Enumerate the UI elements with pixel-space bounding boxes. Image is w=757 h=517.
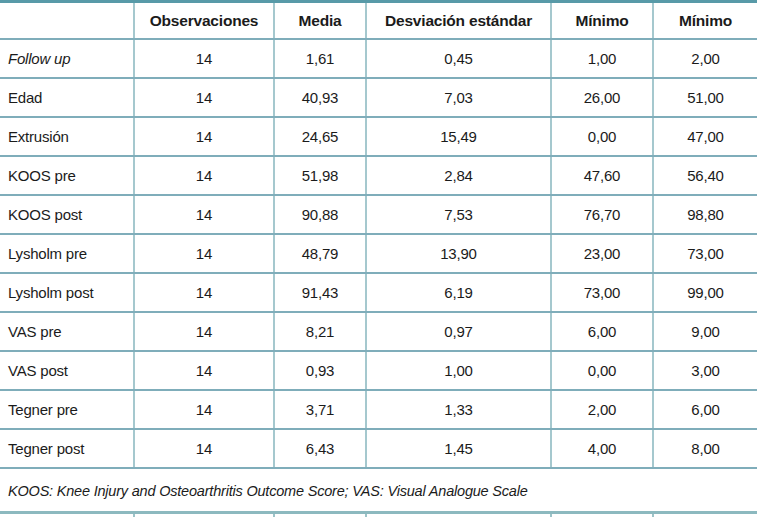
cell: 4,00 [551,429,653,468]
cell: 40,93 [274,78,366,117]
column-header-media: Media [274,2,366,40]
cut-off-next-table-edge [0,511,757,517]
cell: 3,71 [274,390,366,429]
cell: 51,00 [653,78,757,117]
table-row: Follow up 14 1,61 0,45 1,00 2,00 [0,39,757,78]
table-row: VAS pre 14 8,21 0,97 6,00 9,00 [0,312,757,351]
cell: 1,61 [274,39,366,78]
cell: 2,00 [551,390,653,429]
cell: 1,45 [366,429,551,468]
cell: 23,00 [551,234,653,273]
cell: 8,21 [274,312,366,351]
table-row: KOOS post 14 90,88 7,53 76,70 98,80 [0,195,757,234]
table-row: Lysholm pre 14 48,79 13,90 23,00 73,00 [0,234,757,273]
cell: 14 [134,117,274,156]
cell: 9,00 [653,312,757,351]
cell: 2,84 [366,156,551,195]
cell: 91,43 [274,273,366,312]
cell: 8,00 [653,429,757,468]
cell: 14 [134,234,274,273]
cell: 7,03 [366,78,551,117]
cell: 99,00 [653,273,757,312]
cell: 14 [134,312,274,351]
table-row: VAS post 14 0,93 1,00 0,00 3,00 [0,351,757,390]
table-row: Tegner post 14 6,43 1,45 4,00 8,00 [0,429,757,468]
row-label: Tegner pre [0,390,134,429]
cell: 7,53 [366,195,551,234]
cell: 3,00 [653,351,757,390]
cell: 90,88 [274,195,366,234]
cell: 14 [134,156,274,195]
cell: 76,70 [551,195,653,234]
cell: 0,97 [366,312,551,351]
cell: 14 [134,351,274,390]
cell: 14 [134,78,274,117]
cell: 15,49 [366,117,551,156]
cell: 98,80 [653,195,757,234]
table-row: Tegner pre 14 3,71 1,33 2,00 6,00 [0,390,757,429]
row-label: Extrusión [0,117,134,156]
table-row: Edad 14 40,93 7,03 26,00 51,00 [0,78,757,117]
cell: 14 [134,390,274,429]
cell: 47,60 [551,156,653,195]
row-label: Lysholm post [0,273,134,312]
cell: 14 [134,39,274,78]
cell: 73,00 [551,273,653,312]
row-label: VAS post [0,351,134,390]
row-label: Edad [0,78,134,117]
cell: 6,43 [274,429,366,468]
row-label: KOOS pre [0,156,134,195]
table-footnote: KOOS: Knee Injury and Osteoarthritis Out… [0,469,757,499]
column-header-minimo: Mínimo [551,2,653,40]
cell: 14 [134,273,274,312]
row-label: Tegner post [0,429,134,468]
cell: 73,00 [653,234,757,273]
cell: 14 [134,429,274,468]
cell: 0,45 [366,39,551,78]
cell: 13,90 [366,234,551,273]
cell: 47,00 [653,117,757,156]
row-label: Follow up [0,39,134,78]
cell: 1,00 [366,351,551,390]
row-label: VAS pre [0,312,134,351]
table-row: Lysholm post 14 91,43 6,19 73,00 99,00 [0,273,757,312]
cell: 24,65 [274,117,366,156]
cell: 14 [134,195,274,234]
cell: 6,00 [551,312,653,351]
cell: 0,00 [551,117,653,156]
row-label: Lysholm pre [0,234,134,273]
row-label: KOOS post [0,195,134,234]
table-row: KOOS pre 14 51,98 2,84 47,60 56,40 [0,156,757,195]
cell: 1,33 [366,390,551,429]
paper-table-page: Observaciones Media Desviación estándar … [0,0,757,517]
column-header-empty [0,2,134,40]
cell: 6,00 [653,390,757,429]
cell: 6,19 [366,273,551,312]
cell: 2,00 [653,39,757,78]
table-row: Extrusión 14 24,65 15,49 0,00 47,00 [0,117,757,156]
cell: 26,00 [551,78,653,117]
column-header-minimo-2: Mínimo [653,2,757,40]
cell: 1,00 [551,39,653,78]
stats-table: Observaciones Media Desviación estándar … [0,0,757,469]
cell: 0,00 [551,351,653,390]
cell: 56,40 [653,156,757,195]
column-header-observaciones: Observaciones [134,2,274,40]
cell: 51,98 [274,156,366,195]
header-row: Observaciones Media Desviación estándar … [0,2,757,40]
cell: 0,93 [274,351,366,390]
cut-off-table-top-border [0,511,757,514]
cell: 48,79 [274,234,366,273]
column-header-desviacion-estandar: Desviación estándar [366,2,551,40]
